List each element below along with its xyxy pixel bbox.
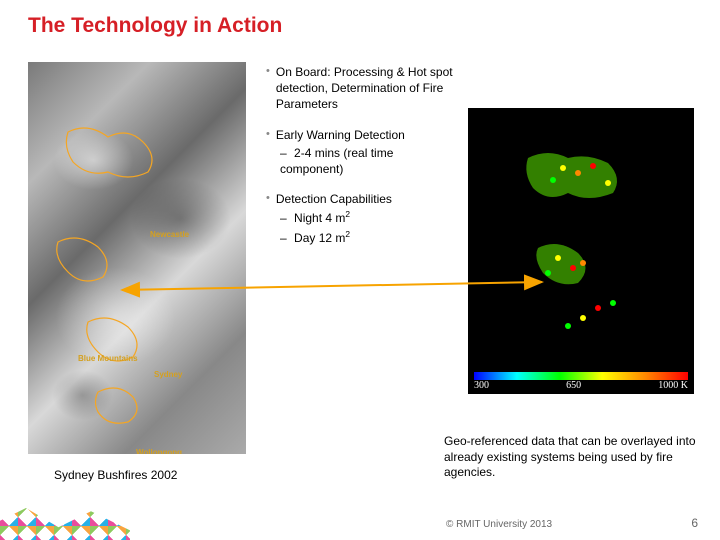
bullet-item: • Detection Capabilities – Night 4 m2 – … bbox=[266, 191, 456, 246]
dash-marker-icon: – bbox=[280, 146, 287, 160]
colorbar: 300 650 1000 K bbox=[468, 370, 694, 394]
slide-title: The Technology in Action bbox=[28, 14, 282, 38]
left-image-caption: Sydney Bushfires 2002 bbox=[54, 468, 177, 482]
satellite-image: Newcastle Blue Mountains Sydney Wollongo… bbox=[28, 62, 246, 454]
map-label-blue-mountains: Blue Mountains bbox=[78, 354, 138, 363]
copyright-text: © RMIT University 2013 bbox=[446, 519, 552, 530]
dash-marker-icon: – bbox=[280, 231, 287, 245]
colorbar-max: 1000 K bbox=[658, 380, 688, 391]
bullet-text: Early Warning Detection bbox=[276, 127, 405, 143]
fire-outline-overlay bbox=[28, 62, 246, 454]
bullet-marker-icon: • bbox=[266, 191, 270, 207]
thermal-image: 300 650 1000 K bbox=[468, 108, 694, 394]
bullet-item: • Early Warning Detection – 2-4 mins (re… bbox=[266, 127, 456, 178]
colorbar-min: 300 bbox=[474, 380, 489, 391]
footer-graphic bbox=[0, 508, 130, 540]
sub-bullet-item: – Day 12 m2 bbox=[280, 229, 456, 246]
colorbar-gradient bbox=[474, 372, 688, 380]
sub-bullet-item: – Night 4 m2 bbox=[280, 209, 456, 226]
bullet-text: On Board: Processing & Hot spot detectio… bbox=[276, 64, 456, 113]
bullet-marker-icon: • bbox=[266, 64, 270, 113]
bullet-text: Detection Capabilities bbox=[276, 191, 392, 207]
fire-pixel-overlay bbox=[468, 108, 694, 394]
right-image-caption: Geo-referenced data that can be overlaye… bbox=[444, 434, 702, 481]
map-label-newcastle: Newcastle bbox=[150, 230, 189, 239]
sub-bullet-text: 2-4 mins (real time component) bbox=[280, 146, 393, 176]
map-label-wollongong: Wollongong bbox=[136, 448, 182, 454]
sub-bullet-text: Day 12 m2 bbox=[294, 231, 350, 245]
page-number: 6 bbox=[691, 516, 698, 530]
map-label-sydney: Sydney bbox=[154, 370, 182, 379]
bullet-item: • On Board: Processing & Hot spot detect… bbox=[266, 64, 456, 113]
dash-marker-icon: – bbox=[280, 211, 287, 225]
colorbar-mid: 650 bbox=[566, 380, 581, 391]
sub-bullet-item: – 2-4 mins (real time component) bbox=[280, 145, 456, 177]
bullet-marker-icon: • bbox=[266, 127, 270, 143]
bullet-list: • On Board: Processing & Hot spot detect… bbox=[266, 64, 456, 260]
sub-bullet-text: Night 4 m2 bbox=[294, 211, 350, 225]
